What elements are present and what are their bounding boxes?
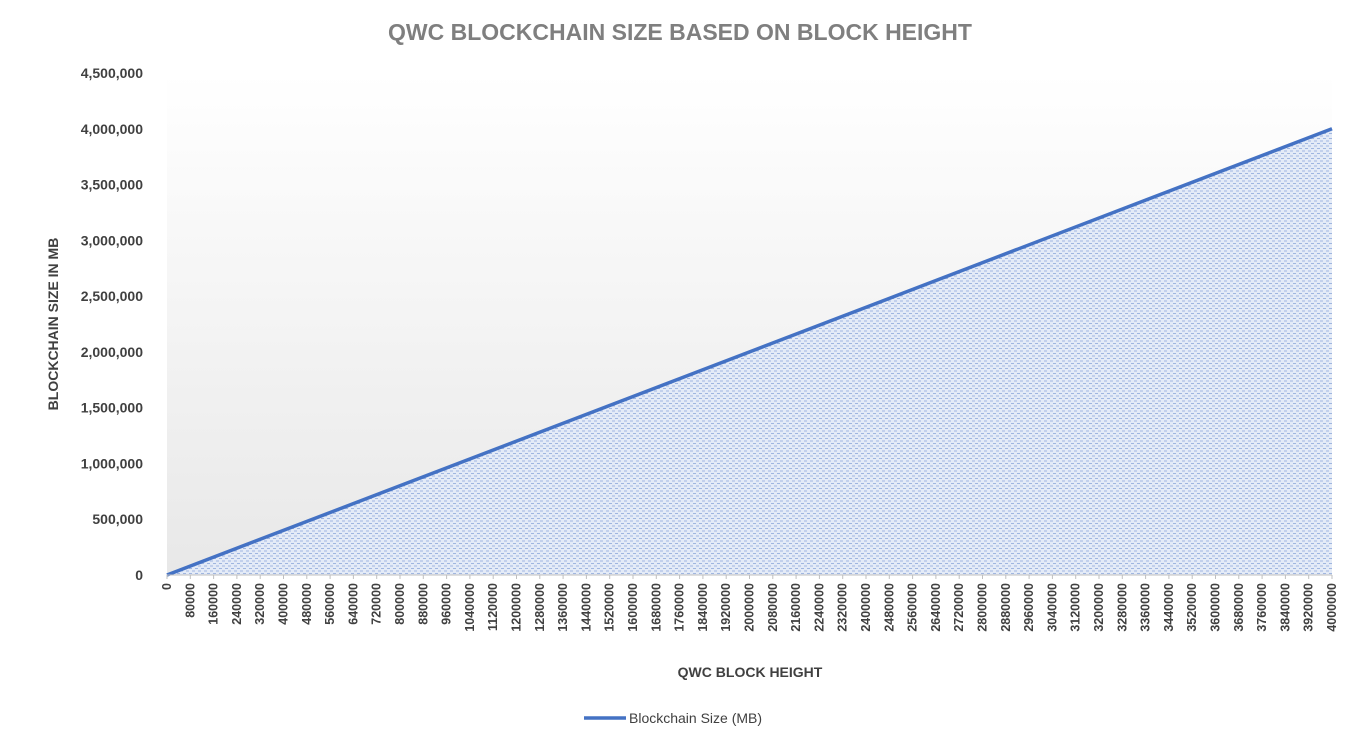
y-axis-label: BLOCKCHAIN SIZE IN MB	[45, 238, 61, 411]
legend: Blockchain Size (MB)	[584, 710, 762, 726]
series-line	[166, 127, 1333, 577]
x-tick-label: 2240000	[812, 583, 826, 632]
y-tick-label: 4,500,000	[81, 65, 143, 81]
x-tick-label: 800000	[393, 583, 407, 625]
x-tick-label: 320000	[253, 583, 267, 625]
x-tick-label: 2560000	[906, 583, 920, 632]
y-tick-label: 4,000,000	[81, 121, 143, 137]
x-tick-label: 1920000	[719, 583, 733, 632]
x-axis-label: QWC BLOCK HEIGHT	[678, 664, 823, 680]
x-tick-label: 960000	[440, 583, 454, 625]
x-tick-label: 3440000	[1162, 583, 1176, 632]
y-tick-label: 1,500,000	[81, 400, 143, 416]
x-tick-label: 0	[160, 583, 174, 590]
x-tick-label: 3680000	[1232, 583, 1246, 632]
x-tick-label: 4000000	[1325, 583, 1339, 632]
x-tick-label: 3280000	[1115, 583, 1129, 632]
chart-title: QWC BLOCKCHAIN SIZE BASED ON BLOCK HEIGH…	[388, 19, 972, 45]
y-tick-label: 3,500,000	[81, 177, 143, 193]
x-tick-label: 3040000	[1045, 583, 1059, 632]
x-tick-label: 3200000	[1092, 583, 1106, 632]
x-tick-label: 1520000	[603, 583, 617, 632]
x-tick-label: 3120000	[1069, 583, 1083, 632]
x-tick-label: 1120000	[486, 583, 500, 631]
x-tick-label: 2320000	[836, 583, 850, 632]
x-tick-label: 2160000	[789, 583, 803, 632]
x-tick-label: 2400000	[859, 583, 873, 632]
x-tick-label: 1440000	[579, 583, 593, 632]
x-tick-label: 2640000	[929, 583, 943, 632]
x-tick-label: 3360000	[1139, 583, 1153, 632]
x-tick-label: 1600000	[626, 583, 640, 632]
x-tick-label: 2720000	[952, 583, 966, 632]
x-tick-label: 2960000	[1022, 583, 1036, 632]
x-tick-label: 3600000	[1209, 583, 1223, 632]
x-tick-label: 1840000	[696, 583, 710, 632]
x-tick-label: 1040000	[463, 583, 477, 632]
x-tick-label: 2080000	[766, 583, 780, 632]
x-tick-label: 560000	[323, 583, 337, 625]
y-tick-label: 2,500,000	[81, 288, 143, 304]
x-tick-label: 3920000	[1302, 583, 1316, 632]
x-tick-label: 1280000	[533, 583, 547, 632]
y-tick-label: 0	[135, 567, 143, 583]
x-tick-label: 2800000	[976, 583, 990, 632]
y-tick-label: 2,000,000	[81, 344, 143, 360]
x-tick-label: 2000000	[743, 583, 757, 632]
x-tick-label: 400000	[277, 583, 291, 625]
x-tick-label: 1760000	[673, 583, 687, 632]
x-tick-label: 80000	[183, 583, 197, 618]
y-tick-label: 500,000	[92, 511, 143, 527]
x-tick-label: 3760000	[1255, 583, 1269, 632]
y-tick-label: 3,000,000	[81, 232, 143, 248]
y-tick-label: 1,000,000	[81, 455, 143, 471]
x-tick-label: 160000	[207, 583, 221, 625]
x-tick-label: 240000	[230, 583, 244, 625]
x-tick-label: 1680000	[649, 583, 663, 632]
x-tick-label: 3520000	[1185, 583, 1199, 632]
x-tick-label: 3840000	[1278, 583, 1292, 632]
x-tick-label: 880000	[416, 583, 430, 625]
x-tick-label: 1200000	[510, 583, 524, 632]
x-tick-label: 480000	[300, 583, 314, 625]
x-tick-label: 2880000	[999, 583, 1013, 632]
legend-label: Blockchain Size (MB)	[629, 710, 762, 726]
x-tick-label: 640000	[346, 583, 360, 625]
x-tick-label: 1360000	[556, 583, 570, 632]
x-tick-label: 2480000	[882, 583, 896, 632]
x-tick-label: 720000	[370, 583, 384, 625]
